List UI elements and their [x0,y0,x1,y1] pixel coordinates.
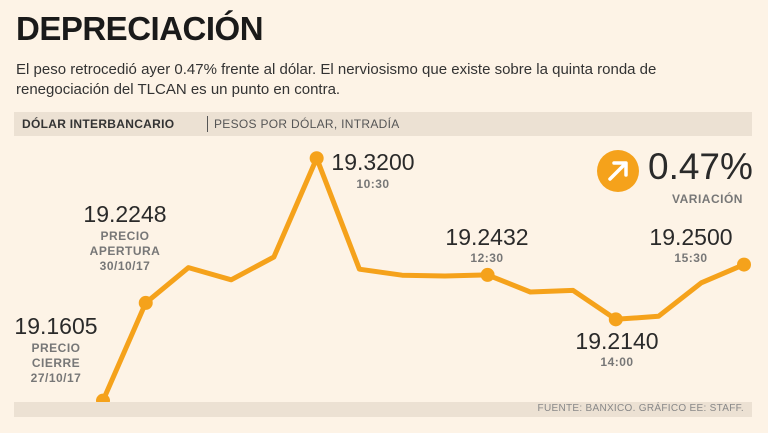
data-label: 19.1605 [14,313,97,339]
chart-unit-label: PESOS POR DÓLAR, INTRADÍA [214,117,400,131]
footer-band: FUENTE: BANXICO. GRÁFICO EE: STAFF. [14,402,752,417]
data-sublabel: CIERRE [32,356,80,370]
data-label: 19.2248 [83,201,166,227]
variation-label: VARIACIÓN [672,192,743,206]
variation-value: 0.47% [648,146,753,187]
data-sublabel: 12:30 [470,251,503,265]
chart-title: DÓLAR INTERBANCARIO [22,117,175,131]
data-sublabel: 27/10/17 [31,371,82,385]
data-sublabel: APERTURA [90,244,161,258]
data-point-marker [138,295,153,310]
data-sublabel: 30/10/17 [100,259,151,273]
data-point-marker [480,267,495,282]
data-label: 19.2500 [649,224,732,250]
data-point-marker [309,151,324,166]
band-separator [207,116,208,132]
data-sublabel: 14:00 [600,355,633,369]
source-note: FUENTE: BANXICO. GRÁFICO EE: STAFF. [537,403,744,414]
chart-header-band: DÓLAR INTERBANCARIO PESOS POR DÓLAR, INT… [14,112,752,136]
data-sublabel: PRECIO [31,341,80,355]
data-label: 19.3200 [331,149,414,175]
data-label: 19.2432 [445,224,528,250]
data-point-marker [608,312,623,327]
data-sublabel: 15:30 [674,251,707,265]
data-sublabel: PRECIO [100,229,149,243]
subtitle: El peso retrocedió ayer 0.47% frente al … [16,61,657,98]
arrow-up-right-icon [597,150,639,192]
series-line [100,155,747,404]
data-sublabel: 10:30 [356,177,389,191]
data-point-marker [737,257,751,272]
data-label: 19.2140 [575,328,658,354]
page-title: DEPRECIACIÓN [16,10,264,47]
